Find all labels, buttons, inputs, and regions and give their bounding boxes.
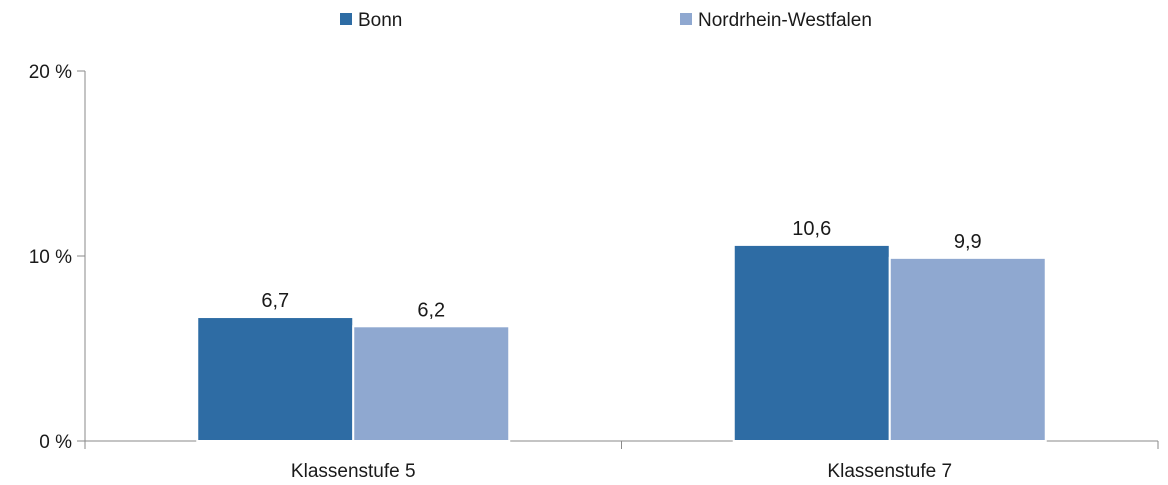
- y-tick-label: 0 %: [39, 432, 72, 453]
- data-label: 9,9: [954, 231, 982, 253]
- y-tick-label: 20 %: [29, 62, 72, 83]
- x-tick-label: Klassenstufe 7: [827, 461, 952, 482]
- legend: Bonn Nordrhein-Westfalen: [340, 10, 872, 31]
- bar: [352, 325, 511, 442]
- legend-swatch: [680, 13, 692, 25]
- bar: [888, 256, 1047, 442]
- legend-label: Bonn: [358, 10, 402, 31]
- legend-label: Nordrhein-Westfalen: [698, 10, 872, 31]
- bars: [196, 243, 1047, 442]
- x-tick-label: Klassenstufe 5: [291, 461, 416, 482]
- y-tick-label: 10 %: [29, 247, 72, 268]
- data-labels: 6,7 6,2 10,6 9,9: [261, 218, 981, 321]
- bar: [732, 243, 891, 442]
- data-label: 6,2: [417, 299, 445, 321]
- bar: [196, 316, 355, 442]
- data-label: 10,6: [792, 218, 831, 240]
- data-label: 6,7: [261, 290, 289, 312]
- legend-swatch: [340, 13, 352, 25]
